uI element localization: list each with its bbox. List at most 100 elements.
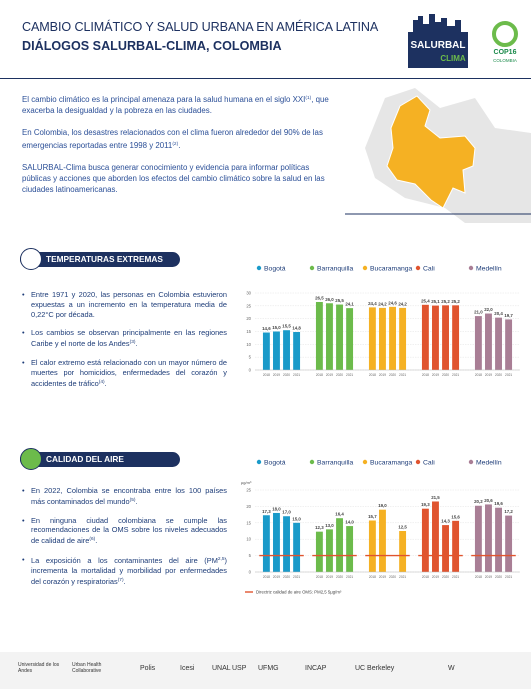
bar <box>346 308 354 370</box>
bar <box>399 531 407 572</box>
legend-marker <box>415 265 421 271</box>
bar <box>283 330 290 370</box>
bar <box>421 508 429 572</box>
legend-marker <box>468 265 474 271</box>
value-label: 24,6 <box>388 300 397 305</box>
x-tick-label: 2021 <box>505 373 512 377</box>
x-tick-label: 2020 <box>495 373 502 377</box>
paragraph: SALURBAL-Clima busca generar conocimient… <box>22 162 340 196</box>
x-tick-label: 2019 <box>273 373 280 377</box>
bar <box>326 303 333 370</box>
text: . <box>104 378 107 388</box>
value-label: 14,0 <box>345 520 354 525</box>
logo-skyline <box>413 14 461 32</box>
subtitle: DIÁLOGOS SALURBAL-CLIMA, COLOMBIA <box>22 39 282 53</box>
value-label: 15,7 <box>368 514 377 519</box>
x-tick-label: 2019 <box>379 575 386 579</box>
value-label: 25,5 <box>335 298 344 303</box>
bullet: En ninguna ciudad colombiana se cumple l… <box>22 516 227 546</box>
legend-label: Cali <box>423 459 435 466</box>
x-tick-label: 2019 <box>432 373 439 377</box>
x-tick-label: 2018 <box>422 575 429 579</box>
x-tick-label: 2021 <box>293 575 300 579</box>
x-tick-label: 2018 <box>316 373 323 377</box>
legend-marker <box>362 459 368 465</box>
value-label: 24,2 <box>398 301 407 306</box>
value-label: 15,6 <box>451 514 460 519</box>
intro: El cambio climático es la principal amen… <box>22 93 340 206</box>
value-label: 25,4 <box>421 298 430 303</box>
reference: 2,5 <box>217 556 225 562</box>
logo-text: SALURBAL <box>411 40 466 51</box>
title: CAMBIO CLIMÁTICO Y SALUD URBANA EN AMÉRI… <box>22 20 379 34</box>
bar <box>495 507 502 572</box>
map <box>345 88 531 223</box>
x-tick-label: 2018 <box>316 575 323 579</box>
bar <box>485 504 492 572</box>
x-tick-label: 2020 <box>389 373 396 377</box>
x-tick-label: 2019 <box>326 575 333 579</box>
bar <box>336 518 343 572</box>
x-tick-label: 2019 <box>485 575 492 579</box>
bar <box>442 525 449 572</box>
legend-marker <box>468 459 474 465</box>
text: Los cambios se observan principalmente e… <box>31 328 227 349</box>
value-label: 19,3 <box>421 502 430 507</box>
x-tick-label: 2021 <box>346 373 353 377</box>
y-tick-label: 10 <box>246 537 251 542</box>
y-tick-label: 0 <box>249 570 252 575</box>
text: Entre 1971 y 2020, las personas en Colom… <box>31 290 227 319</box>
text: En 2022, Colombia se encontraba entre lo… <box>31 486 227 506</box>
value-label: 14,3 <box>441 519 450 524</box>
bar <box>262 332 270 370</box>
value-label: 15,5 <box>282 324 291 329</box>
pill: TEMPERATURAS EXTREMAS <box>20 252 180 267</box>
value-label: 24,4 <box>368 301 377 306</box>
value-label: 17,0 <box>282 510 291 515</box>
value-label: 19,7 <box>504 313 513 318</box>
value-label: 20,4 <box>494 311 503 316</box>
logo: UFMG <box>258 665 279 672</box>
value-label: 25,1 <box>431 299 440 304</box>
bar <box>432 501 439 572</box>
paragraph: El cambio climático es la principal amen… <box>22 93 340 116</box>
bar <box>485 313 492 370</box>
text: ) incrementa la mortalidad y morbilidad … <box>31 555 227 586</box>
y-tick-label: 20 <box>246 504 251 509</box>
text: El calor extremo está relacionado con un… <box>31 357 227 388</box>
y-tick-label: 25 <box>246 303 251 308</box>
value-label: 25,2 <box>451 299 460 304</box>
y-tick-label: 15 <box>246 520 251 525</box>
bar <box>452 305 460 370</box>
reference: (6) <box>89 537 96 543</box>
legend-marker <box>256 459 262 465</box>
reference: (4) <box>98 379 105 385</box>
value-label: 12,5 <box>398 525 407 530</box>
x-tick-label: 2018 <box>369 373 376 377</box>
logo: W <box>448 665 455 672</box>
x-tick-label: 2018 <box>475 575 482 579</box>
reference: (7) <box>117 577 124 583</box>
x-tick-label: 2020 <box>336 373 343 377</box>
logo-text: CLIMA <box>440 54 466 63</box>
bar <box>273 331 280 370</box>
footer <box>0 652 531 689</box>
text: . <box>123 576 126 586</box>
bar <box>262 515 270 572</box>
bar <box>368 307 376 370</box>
bar <box>315 531 323 572</box>
icon <box>20 248 42 270</box>
text: El cambio climático es la principal amen… <box>22 95 306 104</box>
value-label: 13,0 <box>325 523 334 528</box>
text: La exposición a los contaminantes del ai… <box>31 555 218 565</box>
text: . <box>135 339 138 349</box>
x-tick-label: 2018 <box>422 373 429 377</box>
text: En Colombia, los desastres relacionados … <box>22 128 323 150</box>
logo: Polis <box>140 665 156 672</box>
value-label: 17,3 <box>262 509 271 514</box>
bar <box>505 319 513 370</box>
bar <box>474 505 482 572</box>
x-tick-label: 2019 <box>273 575 280 579</box>
x-tick-label: 2021 <box>505 575 512 579</box>
section-heading: TEMPERATURAS EXTREMAS <box>20 248 180 270</box>
